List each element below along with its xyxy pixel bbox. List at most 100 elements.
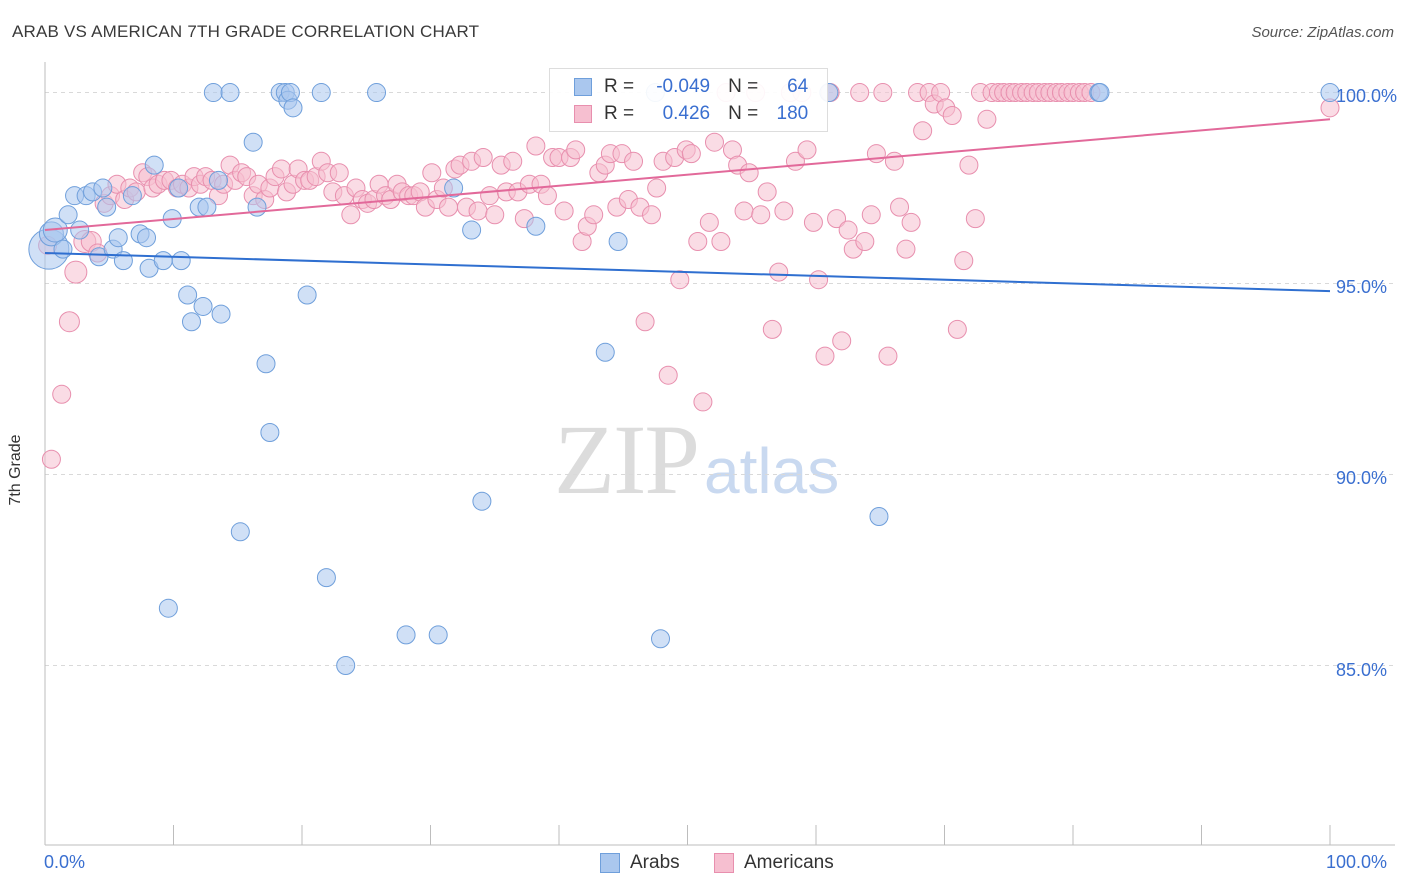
americans-point <box>64 260 88 284</box>
arabs-point <box>1320 83 1340 103</box>
americans-trend-line <box>44 118 1331 232</box>
americans-point <box>341 205 361 225</box>
americans-point <box>769 262 789 282</box>
arabs-point <box>169 178 189 198</box>
arabs-point <box>153 251 173 271</box>
source-credit: Source: ZipAtlas.com <box>1251 24 1394 41</box>
arabs-point <box>396 625 416 645</box>
arabs-point <box>178 285 198 305</box>
americans-point <box>873 83 893 103</box>
americans-point <box>855 232 875 252</box>
arabs-point <box>58 205 78 225</box>
correlation-legend: R = -0.049 N = 64 R = 0.426 N = 180 <box>549 68 828 132</box>
legend-item-arabs: Arabs <box>600 852 680 874</box>
n-label: N = <box>728 76 759 97</box>
x-tick-label-100: 100.0% <box>1326 852 1388 872</box>
n-value-arabs: 64 <box>787 76 809 97</box>
arabs-point <box>869 507 889 527</box>
y-tick-label-90: 90.0% <box>1336 468 1388 488</box>
americans-point <box>977 109 997 129</box>
arabs-legend-label: Arabs <box>630 852 680 873</box>
americans-point <box>658 365 678 385</box>
americans-point <box>480 186 500 206</box>
r-label: R = <box>604 76 635 97</box>
arabs-point <box>53 239 73 259</box>
arabs-point <box>256 354 276 374</box>
arabs-legend-swatch <box>600 853 620 873</box>
arabs-point <box>208 170 228 190</box>
arabs-point <box>97 197 117 217</box>
arabs-point <box>316 568 336 588</box>
arabs-point <box>193 296 213 316</box>
arabs-point <box>651 629 671 649</box>
americans-point <box>913 121 933 141</box>
americans-swatch <box>574 105 592 123</box>
americans-point <box>942 105 962 125</box>
americans-point <box>751 205 771 225</box>
americans-point <box>954 251 974 271</box>
watermark: ZIPatlas <box>554 402 839 517</box>
americans-point <box>884 151 904 171</box>
y-tick-label-95: 95.0% <box>1336 277 1388 297</box>
arabs-point <box>158 598 178 618</box>
americans-point <box>704 132 724 152</box>
americans-point <box>688 232 708 252</box>
arabs-point <box>595 342 615 362</box>
legend-row-americans: R = 0.426 N = 180 <box>574 102 808 126</box>
americans-legend-label: Americans <box>744 852 834 873</box>
series-legend: Arabs Americans <box>0 852 1406 878</box>
arabs-point <box>171 251 191 271</box>
americans-point <box>647 178 667 198</box>
arabs-point <box>93 178 113 198</box>
americans-point <box>554 201 574 221</box>
americans-point <box>890 197 910 217</box>
americans-point <box>803 212 823 232</box>
americans-point <box>624 151 644 171</box>
arabs-point <box>462 220 482 240</box>
americans-point <box>642 205 662 225</box>
legend-row-arabs: R = -0.049 N = 64 <box>574 75 808 99</box>
r-value-americans: 0.426 <box>662 103 711 124</box>
arabs-point <box>247 197 267 217</box>
americans-point <box>537 186 557 206</box>
americans-point <box>878 346 898 366</box>
americans-point <box>711 232 731 252</box>
arabs-point <box>336 655 356 675</box>
arabs-point <box>1090 83 1110 103</box>
arabs-point <box>243 132 263 152</box>
americans-legend-swatch <box>714 853 734 873</box>
americans-point <box>699 212 719 232</box>
arabs-point <box>122 186 142 206</box>
arabs-point <box>367 83 387 103</box>
arabs-point <box>297 285 317 305</box>
watermark-atlas: atlas <box>704 435 840 507</box>
r-label: R = <box>604 103 635 124</box>
americans-point <box>965 209 985 229</box>
arabs-trend-line <box>44 251 1331 293</box>
legend-item-americans: Americans <box>714 852 834 874</box>
watermark-zip: ZIP <box>554 404 700 515</box>
americans-point <box>797 140 817 160</box>
arabs-swatch <box>574 78 592 96</box>
arabs-point <box>472 491 492 511</box>
americans-point <box>566 140 586 160</box>
americans-point <box>438 197 458 217</box>
americans-point <box>866 144 886 164</box>
americans-point <box>468 201 488 221</box>
arabs-point <box>203 83 223 103</box>
americans-point <box>739 163 759 183</box>
americans-point <box>584 205 604 225</box>
arabs-point <box>608 232 628 252</box>
x-tick-label-0: 0.0% <box>44 852 86 872</box>
americans-point <box>901 212 921 232</box>
arabs-point <box>444 178 464 198</box>
arabs-point <box>70 220 90 240</box>
americans-point <box>503 151 523 171</box>
americans-point <box>681 144 701 164</box>
arabs-point <box>311 83 331 103</box>
americans-point <box>947 319 967 339</box>
n-value-americans: 180 <box>776 103 809 124</box>
arabs-point <box>137 228 157 248</box>
americans-point <box>896 239 916 259</box>
